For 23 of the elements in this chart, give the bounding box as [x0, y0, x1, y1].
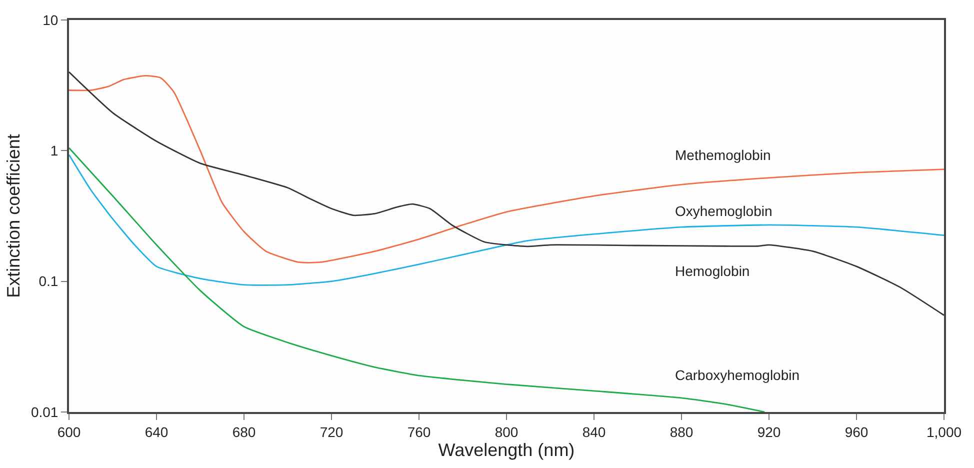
line-series — [69, 71, 944, 316]
line-series — [69, 74, 944, 264]
x-tick-label: 960 — [844, 424, 868, 440]
series-label: Hemoglobin — [675, 263, 750, 279]
x-tick-label: 680 — [232, 424, 256, 440]
y-axis-title: Extinction coefficient — [4, 134, 24, 298]
x-tick-label: 720 — [320, 424, 344, 440]
y-tick-label: 10 — [42, 12, 58, 28]
y-tick-label: 0.1 — [38, 273, 58, 290]
x-tick-label: 640 — [144, 424, 168, 440]
series-label: Methemoglobin — [675, 147, 771, 163]
x-tick-label: 1,000 — [926, 424, 962, 440]
x-axis-title: Wavelength (nm) — [438, 440, 575, 460]
x-tick-label: 600 — [57, 424, 81, 440]
x-tick-label: 840 — [582, 424, 606, 440]
x-tick-label: 920 — [757, 424, 781, 440]
x-tick-label: 800 — [494, 424, 518, 440]
series-label: Oxyhemoglobin — [675, 203, 772, 219]
y-tick-label: 1 — [50, 142, 58, 159]
x-tick-label: 760 — [407, 424, 431, 440]
x-tick-label: 880 — [670, 424, 694, 440]
series-label: Carboxyhemoglobin — [675, 367, 800, 383]
y-tick-label: 0.01 — [30, 404, 58, 420]
